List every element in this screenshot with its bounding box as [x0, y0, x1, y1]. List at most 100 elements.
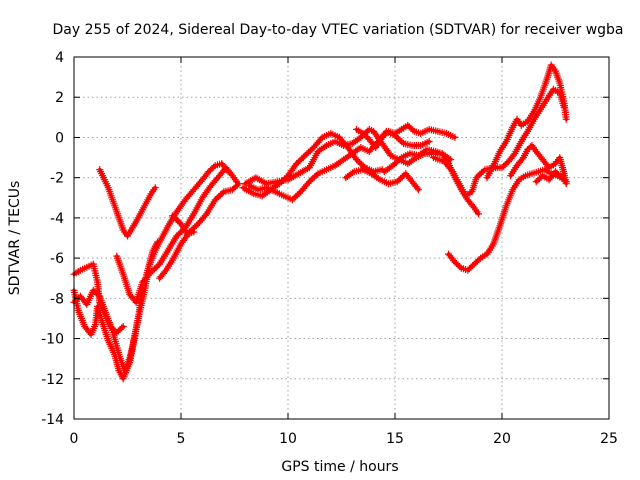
- data-point: [89, 332, 93, 337]
- data-point: [545, 97, 549, 101]
- data-point: [564, 117, 568, 121]
- data-point: [440, 151, 444, 156]
- data-point: [98, 294, 102, 298]
- data-point: [558, 156, 562, 160]
- x-tick-label: 15: [386, 431, 404, 447]
- data-point: [382, 170, 386, 174]
- data-point: [431, 156, 436, 160]
- data-point: [166, 224, 170, 228]
- data-point: [175, 210, 179, 214]
- data-point: [442, 160, 446, 164]
- data-point: [192, 212, 196, 216]
- data-point: [337, 135, 341, 139]
- y-axis-label: SDTVAR / TECUs: [7, 181, 23, 296]
- data-point: [164, 268, 168, 272]
- data-point: [378, 178, 382, 182]
- data-point: [147, 264, 151, 268]
- data-point: [222, 190, 226, 194]
- data-point: [523, 174, 528, 178]
- data-point: [436, 129, 440, 133]
- data-point: [558, 81, 562, 85]
- data-point: [536, 170, 541, 174]
- data-point: [143, 204, 147, 208]
- data-point: [374, 145, 378, 150]
- data-point: [113, 353, 117, 357]
- series-track-10: [239, 129, 386, 200]
- data-point: [517, 178, 521, 182]
- data-point: [213, 164, 217, 168]
- data-point: [170, 258, 174, 262]
- data-point: [372, 129, 376, 133]
- x-tick-label: 10: [279, 431, 297, 447]
- data-point: [399, 156, 403, 160]
- data-point: [389, 153, 393, 158]
- data-point: [412, 129, 416, 133]
- data-point: [130, 349, 134, 353]
- data-point: [217, 174, 222, 178]
- data-point: [316, 149, 320, 154]
- data-point: [547, 166, 551, 170]
- data-point: [459, 266, 463, 270]
- y-tick-label: 0: [55, 130, 64, 146]
- axis-ticks: [73, 56, 610, 420]
- data-point: [269, 188, 273, 192]
- y-tick-label: -8: [50, 291, 64, 307]
- data-point: [312, 145, 316, 150]
- data-point: [106, 186, 110, 190]
- data-point: [213, 198, 217, 202]
- data-point: [369, 172, 374, 176]
- data-point: [121, 228, 125, 232]
- y-tick-labels: -14 -12 -10 -8 -6 -4 -2 0 2 4: [41, 50, 64, 428]
- data-point: [410, 180, 414, 184]
- y-tick-label: -12: [41, 372, 64, 388]
- data-point: [404, 172, 408, 176]
- data-point: [295, 162, 299, 166]
- data-point: [470, 190, 474, 194]
- data-point: [367, 137, 371, 142]
- data-point: [134, 220, 138, 224]
- grid-lines: [74, 57, 609, 419]
- data-point: [354, 158, 359, 162]
- data-point: [361, 168, 365, 172]
- data-point: [472, 262, 476, 266]
- data-point: [416, 153, 421, 158]
- data-point: [224, 166, 228, 170]
- data-point: [125, 234, 130, 238]
- series-track-14: [430, 85, 568, 200]
- data-point: [78, 268, 82, 272]
- data-point: [91, 262, 95, 266]
- data-point: [196, 222, 200, 226]
- series-track-6: [156, 180, 243, 282]
- data-point: [474, 176, 478, 180]
- data-point: [408, 151, 412, 156]
- data-point: [367, 149, 371, 154]
- data-point: [192, 188, 196, 192]
- data-point: [106, 339, 110, 343]
- data-point: [444, 131, 448, 135]
- data-point: [134, 300, 138, 304]
- data-point: [277, 182, 281, 186]
- data-point: [466, 198, 470, 202]
- data-point: [354, 127, 359, 131]
- series-track-18: [532, 168, 570, 186]
- data-point: [541, 174, 545, 178]
- data-point: [427, 139, 431, 144]
- data-point: [143, 288, 147, 292]
- x-tick-label: 5: [177, 431, 186, 447]
- data-point: [128, 292, 132, 296]
- data-point: [526, 119, 530, 123]
- data-point: [158, 276, 162, 280]
- data-point: [534, 180, 538, 184]
- data-point: [243, 182, 247, 186]
- data-point: [515, 117, 519, 121]
- data-point: [140, 280, 145, 284]
- plus-markers: [430, 85, 568, 200]
- data-point: [491, 242, 495, 246]
- x-axis-label: GPS time / hours: [281, 459, 398, 475]
- data-point: [185, 232, 189, 236]
- data-point: [316, 172, 320, 176]
- data-point: [479, 256, 483, 260]
- data-point: [393, 131, 397, 135]
- data-point: [485, 176, 489, 180]
- data-point: [434, 149, 438, 154]
